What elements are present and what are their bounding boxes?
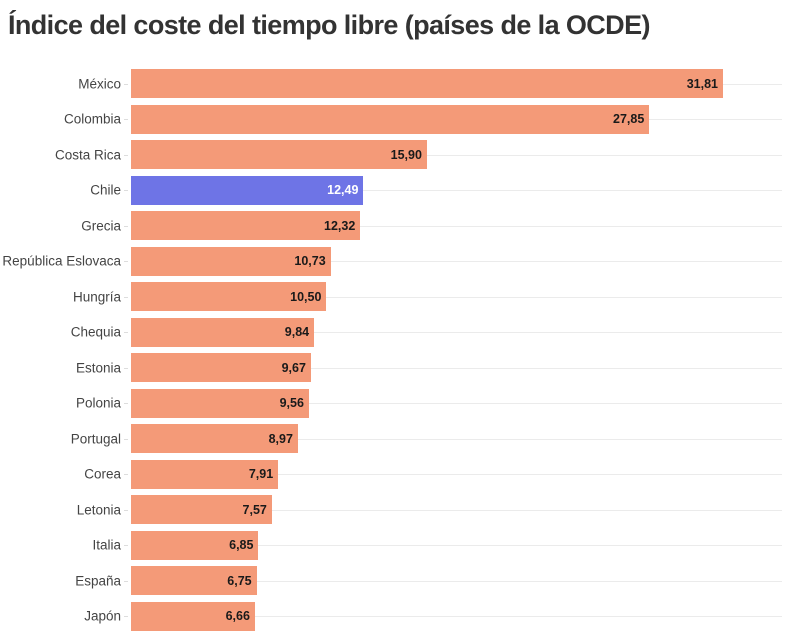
axis-tick <box>124 261 128 263</box>
category-label: Polonia <box>75 395 121 411</box>
axis-tick <box>124 225 128 227</box>
axis-tick <box>124 545 128 547</box>
category-label: Hungría <box>72 289 121 305</box>
category-label: Colombia <box>63 111 121 127</box>
axis-tick <box>124 190 128 192</box>
bar-row: Italia 6,85 <box>0 528 800 564</box>
bar: 9,56 <box>131 388 309 418</box>
value-label: 7,57 <box>242 502 267 517</box>
bar: 7,91 <box>131 459 279 489</box>
value-label: 6,66 <box>225 609 250 623</box>
value-label: 27,85 <box>613 112 645 126</box>
bar-highlighted: 12,49 <box>131 175 364 205</box>
bar: 9,67 <box>131 353 311 382</box>
value-label: 12,32 <box>324 218 356 233</box>
bar: 10,50 <box>131 282 327 311</box>
bar: 31,81 <box>131 69 723 98</box>
gridline <box>131 580 782 582</box>
value-label: 31,81 <box>686 76 718 91</box>
axis-tick <box>124 296 128 298</box>
axis-tick <box>124 438 128 440</box>
bar-chart: México 31,81 Colombia 27,85 Costa Rica 15,90 C… <box>0 66 800 635</box>
bar-row: Colombia 27,85 <box>0 102 800 138</box>
axis-tick <box>124 332 128 334</box>
category-label: Italia <box>92 537 121 553</box>
value-label: 9,67 <box>281 360 306 375</box>
axis-tick <box>124 154 128 156</box>
bar-row: Estonia 9,67 <box>0 350 800 386</box>
bar-row: Chile 12,49 <box>0 173 800 209</box>
bar-row: España 6,75 <box>0 563 800 599</box>
bar-row: México 31,81 <box>0 66 800 102</box>
gridline <box>131 474 782 476</box>
gridline <box>131 616 782 618</box>
chart-title: Índice del coste del tiempo libre (paíse… <box>8 10 650 40</box>
gridline <box>131 225 782 227</box>
category-label: Estonia <box>75 360 121 376</box>
bar: 12,32 <box>131 211 361 240</box>
axis-tick <box>124 119 128 121</box>
value-label: 12,49 <box>327 183 359 197</box>
bar: 27,85 <box>131 104 650 134</box>
gridline <box>131 367 782 369</box>
category-label: México <box>78 76 121 92</box>
bar-row: República Eslovaca 10,73 <box>0 244 800 280</box>
bar-row: Letonia 7,57 <box>0 492 800 528</box>
gridline <box>131 190 782 192</box>
value-label: 9,56 <box>279 396 304 410</box>
bar: 7,57 <box>131 495 272 524</box>
category-label: República Eslovaca <box>2 253 121 269</box>
bar-row: Hungría 10,50 <box>0 279 800 315</box>
value-label: 8,97 <box>268 431 293 446</box>
gridline <box>131 332 782 334</box>
gridline <box>131 438 782 440</box>
bar: 6,85 <box>131 530 259 560</box>
category-label: Portugal <box>70 431 121 447</box>
gridline <box>131 154 782 156</box>
value-label: 7,91 <box>248 467 274 481</box>
axis-tick <box>124 403 128 405</box>
axis-tick <box>124 83 128 85</box>
bar: 15,90 <box>131 140 427 169</box>
category-label: Japón <box>84 608 121 624</box>
gridline <box>131 403 782 405</box>
bar-row: Costa Rica 15,90 <box>0 137 800 173</box>
category-label: Grecia <box>81 218 121 234</box>
category-label: Corea <box>84 466 121 482</box>
bar-row: Corea 7,91 <box>0 457 800 493</box>
value-label: 9,84 <box>284 325 310 339</box>
bar: 9,84 <box>131 317 315 347</box>
value-label: 6,85 <box>229 538 254 552</box>
category-label: Letonia <box>76 502 121 518</box>
bar-row: Japón 6,66 <box>0 599 800 635</box>
category-label: Costa Rica <box>54 147 121 163</box>
category-label: Chile <box>90 182 121 198</box>
bar-row: Polonia 9,56 <box>0 386 800 422</box>
axis-tick <box>124 616 128 618</box>
gridline <box>131 296 782 298</box>
axis-tick <box>124 509 128 511</box>
value-label: 15,90 <box>390 147 422 162</box>
gridline <box>131 545 782 547</box>
value-label: 6,75 <box>227 573 252 588</box>
gridline <box>131 261 782 263</box>
value-label: 10,73 <box>294 254 326 268</box>
axis-tick <box>124 474 128 476</box>
bar-row: Grecia 12,32 <box>0 208 800 244</box>
bar: 10,73 <box>131 246 331 276</box>
category-label: Chequia <box>70 324 121 340</box>
bar: 6,75 <box>131 566 257 595</box>
bar: 6,66 <box>131 601 255 631</box>
bar-row: Chequia 9,84 <box>0 315 800 351</box>
bar: 8,97 <box>131 424 298 453</box>
category-label: España <box>75 573 121 589</box>
gridline <box>131 509 782 511</box>
axis-tick <box>124 367 128 369</box>
axis-tick <box>124 580 128 582</box>
bar-row: Portugal 8,97 <box>0 421 800 457</box>
value-label: 10,50 <box>290 289 322 304</box>
